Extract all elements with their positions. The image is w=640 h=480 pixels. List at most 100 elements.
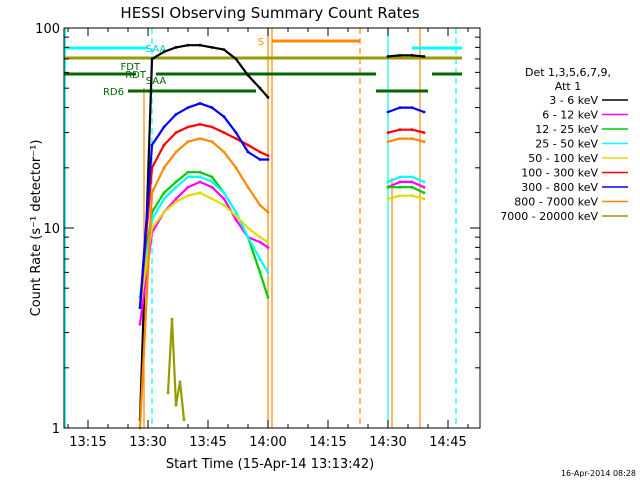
series-line-6-1 [387, 106, 425, 114]
series-line-0-1 [387, 54, 425, 58]
chart-title: HESSI Observing Summary Count Rates [120, 4, 419, 22]
series-point-0-0-6 [210, 46, 214, 49]
series-point-2-0-4 [186, 170, 190, 174]
series-point-1-0-5 [198, 180, 202, 184]
series-point-5-0-9 [246, 143, 250, 147]
series-point-6-0-8 [234, 131, 238, 135]
series-point-3-0-6 [210, 180, 214, 184]
series-point-1-0-3 [174, 197, 178, 201]
series-point-5-0-2 [162, 143, 166, 147]
series-point-1-1-2 [410, 180, 414, 184]
flag-label: RDT [125, 70, 147, 81]
series-line-4-1 [387, 194, 425, 200]
series-point-0-0-4 [186, 43, 190, 47]
series-point-8-0-2 [174, 403, 178, 407]
legend: Det 1,3,5,6,7,9,Att 13 - 6 keV 6 - 12 keV… [500, 66, 628, 223]
x-tick-label: 13:30 [129, 435, 166, 450]
series-point-7-0-3 [174, 150, 178, 154]
series-point-3-1-2 [410, 175, 414, 179]
series-point-3-0-9 [246, 235, 250, 239]
legend-header: Det 1,3,5,6,7,9, [525, 66, 611, 79]
legend-entry-label: 12 - 25 keV [535, 123, 598, 136]
series-point-0-0-9 [246, 73, 250, 77]
series-point-0-0-8 [234, 57, 238, 61]
series-point-1-0-4 [186, 185, 190, 189]
series-point-4-0-10 [258, 235, 262, 239]
series-point-6-1-2 [410, 106, 414, 109]
series-point-4-1-3 [422, 197, 426, 201]
legend-entry-label: 3 - 6 keV [549, 94, 598, 107]
x-tick-label: 14:15 [309, 435, 346, 450]
legend-header: Att 1 [555, 80, 581, 93]
series-point-3-0-8 [234, 210, 238, 214]
series-point-2-0-3 [174, 180, 178, 184]
x-tick-label: 14:00 [249, 435, 286, 450]
series-point-7-0-10 [258, 203, 262, 207]
series-point-8-0-0 [166, 391, 170, 395]
series-point-4-0-5 [198, 191, 202, 195]
series-point-0-1-3 [422, 55, 426, 58]
series-point-3-1-0 [386, 180, 390, 184]
series-point-0-1-2 [410, 53, 414, 57]
x-tick-label: 14:30 [369, 435, 406, 450]
series-point-1-0-11 [266, 246, 270, 249]
series-point-0-0-7 [222, 48, 226, 51]
series-point-6-0-4 [186, 106, 190, 109]
series-point-7-1-1 [398, 137, 402, 141]
series-point-5-0-10 [258, 150, 262, 154]
series-point-6-0-9 [246, 150, 250, 154]
series-point-7-0-11 [266, 210, 270, 214]
series-line-1-1 [387, 180, 425, 189]
series-line-5-1 [387, 128, 425, 134]
y-tick-label: 100 [35, 22, 60, 37]
series-point-7-0-9 [246, 185, 250, 189]
legend-entry-label: 800 - 7000 keV [514, 196, 598, 209]
series-point-5-1-1 [398, 128, 402, 132]
series-line-3-0 [138, 175, 269, 298]
series-point-6-1-0 [386, 110, 390, 114]
series-point-3-0-11 [266, 271, 270, 274]
series-point-0-1-0 [386, 55, 390, 58]
series-point-6-1-3 [422, 110, 426, 114]
x-tick-label: 13:15 [69, 435, 106, 450]
series-point-1-1-1 [398, 180, 402, 184]
series-point-2-0-6 [210, 175, 214, 179]
series-point-6-0-7 [222, 115, 226, 119]
series-point-5-0-11 [266, 154, 270, 158]
series-point-2-1-0 [386, 185, 390, 189]
series-point-6-0-0 [138, 306, 142, 309]
tick-layer: 13:15 13:30 13:45 14:00 14:15 14:30 14:45 1 10 10… [35, 22, 480, 450]
y-axis-label: Count Rate (s⁻¹ detector⁻¹) [29, 140, 44, 317]
series-point-4-0-2 [162, 210, 166, 214]
series-point-6-0-10 [258, 158, 262, 161]
series-point-7-0-2 [162, 166, 166, 170]
series-point-7-1-0 [386, 140, 390, 144]
series-point-1-0-0 [138, 322, 142, 326]
series-point-8-0-1 [170, 317, 174, 321]
series-point-0-1-1 [398, 53, 402, 57]
series-point-6-0-2 [162, 125, 166, 129]
series-point-5-0-8 [234, 137, 238, 141]
series-point-5-1-3 [422, 131, 426, 135]
series-point-1-0-6 [210, 185, 214, 189]
series-line-7-0 [138, 137, 269, 429]
flag-label: SAA [146, 44, 167, 55]
legend-entry-label: 7000 - 20000 keV [500, 210, 598, 223]
series-point-3-0-4 [186, 175, 190, 179]
series-point-0-0-2 [162, 50, 166, 54]
series-point-7-0-5 [198, 137, 202, 141]
series-point-2-1-2 [410, 185, 414, 189]
series-point-4-1-0 [386, 197, 390, 201]
series-point-8-0-4 [182, 418, 186, 422]
series-point-2-1-3 [422, 191, 426, 195]
series-point-2-0-10 [258, 271, 262, 274]
series-line-6-0 [138, 102, 268, 308]
footer-timestamp: 16-Apr-2014 08:28 [561, 469, 636, 478]
series-point-2-0-2 [162, 191, 166, 195]
x-tick-label: 13:45 [189, 435, 226, 450]
series-point-6-1-1 [398, 106, 402, 109]
legend-entry-label: 50 - 100 keV [528, 152, 598, 165]
series-point-1-1-3 [422, 185, 426, 189]
flag-label: S [258, 37, 264, 48]
